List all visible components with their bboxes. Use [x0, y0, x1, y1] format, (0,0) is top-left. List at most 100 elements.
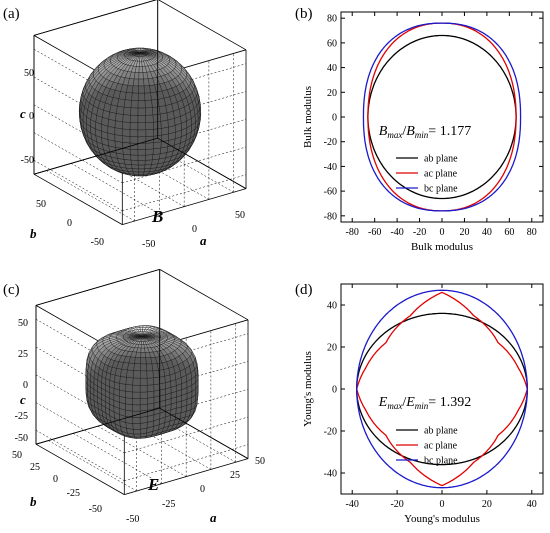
- surface-patch: [126, 391, 133, 398]
- surface-letter-b: B: [151, 207, 163, 226]
- surface-patch: [123, 148, 131, 155]
- y-tick: -50: [91, 237, 104, 248]
- surface-patch: [135, 357, 141, 364]
- surface-patch: [147, 391, 154, 398]
- surface-patch: [117, 99, 125, 107]
- surface-patch: [126, 370, 133, 378]
- y-tick: 50: [36, 199, 46, 210]
- surface-patch: [144, 86, 151, 94]
- panel-d-label: (d): [295, 282, 313, 298]
- surface-patch: [119, 383, 126, 391]
- surface-patch: [145, 165, 152, 169]
- surface-patch: [130, 149, 138, 155]
- surface-patch: [138, 165, 145, 169]
- surface-patch: [134, 364, 141, 371]
- surface-patch: [132, 93, 139, 101]
- panel-c: (c) c b a E 50 25 0 -25 -50 50 25 0 -25 …: [0, 264, 275, 528]
- box-front-edge: [160, 408, 248, 458]
- surface-patch: [152, 107, 160, 115]
- surface-patch: [153, 142, 161, 149]
- surface-patch: [130, 115, 138, 123]
- x-tick: 0: [192, 224, 197, 235]
- y-axis-title: Young's modulus: [302, 351, 314, 427]
- surface-patch: [126, 404, 133, 411]
- x-tick: 0: [200, 484, 205, 495]
- surface-patch: [131, 160, 138, 165]
- x-tick: -50: [142, 239, 155, 250]
- surface-patch: [138, 143, 146, 149]
- x-tick-label: 40: [482, 227, 492, 238]
- surface-patch: [147, 397, 154, 404]
- surface-patch: [126, 398, 133, 405]
- surface-patch: [138, 93, 145, 100]
- surface-patch: [133, 429, 140, 434]
- box-front-edge: [36, 269, 160, 305]
- surface-patch: [130, 123, 138, 130]
- surface-patch: [131, 100, 138, 108]
- surface-patch: [147, 385, 154, 392]
- y-axis-title: Bulk modulus: [302, 86, 314, 148]
- panel-c-label: (c): [3, 282, 20, 298]
- surface-patch: [139, 79, 144, 86]
- surface-patch: [147, 371, 154, 378]
- surface-patch: [122, 122, 130, 130]
- surface-patch: [114, 375, 120, 383]
- x-tick: -25: [162, 499, 175, 510]
- x-tick-label: 0: [440, 499, 445, 510]
- y-tick-label: 20: [327, 343, 337, 354]
- surface-patch: [140, 404, 147, 411]
- surface-patch: [138, 155, 146, 160]
- surface-patch: [136, 352, 141, 358]
- x-tick-label: 80: [527, 227, 537, 238]
- x-tick: 50: [235, 210, 245, 221]
- y-tick-label: -20: [324, 427, 337, 438]
- surface-patch: [133, 172, 139, 175]
- axis-title-a: a: [200, 233, 207, 248]
- surface-patch: [145, 93, 152, 101]
- surface-patch: [115, 128, 123, 136]
- surface-patch: [130, 137, 138, 144]
- x-tick: 25: [230, 470, 240, 481]
- axis-title-b: b: [30, 226, 37, 241]
- panel-b-label: (b): [295, 6, 313, 22]
- panel-a: (a) c b a B 50 0 -50 50 0 -50 50 0 -50: [0, 0, 275, 264]
- panel-a-svg: (a) c b a B 50 0 -50 50 0 -50 50 0 -50: [0, 0, 275, 264]
- x-tick: -50: [126, 514, 139, 525]
- x-tick-label: -40: [346, 499, 359, 510]
- x-tick-label: 40: [527, 499, 537, 510]
- legend-label: ac plane: [424, 169, 458, 180]
- grid-line: [36, 430, 124, 480]
- legend-label: bc plane: [424, 184, 458, 195]
- x-tick: 50: [255, 456, 265, 467]
- legend-label: ab plane: [424, 426, 458, 437]
- surface-patch: [146, 122, 154, 130]
- surface-patch: [138, 169, 144, 172]
- legend-label: bc plane: [424, 456, 458, 467]
- surface-patch: [133, 399, 140, 405]
- surface-patch: [139, 61, 142, 66]
- y-tick-label: 0: [332, 385, 337, 396]
- surface-patch: [140, 416, 147, 423]
- surface-patch: [139, 172, 144, 174]
- panel-c-svg: (c) c b a E 50 25 0 -25 -50 50 25 0 -25 …: [0, 264, 275, 528]
- panel-a-label: (a): [3, 6, 20, 22]
- surface-patch: [159, 106, 167, 115]
- surface-patch: [126, 377, 133, 385]
- grid-line: [48, 441, 136, 491]
- surface-patch: [153, 114, 161, 122]
- y-tick-label: -60: [324, 187, 337, 198]
- surface-patch: [133, 417, 140, 423]
- surface-patch: [134, 434, 141, 437]
- x-tick-label: 0: [440, 227, 445, 238]
- surface-e: [86, 326, 198, 439]
- surface-patch: [154, 384, 160, 391]
- ratio-text-d: Emax/Emin= 1.392: [378, 395, 471, 411]
- y-tick-label: 40: [327, 63, 337, 74]
- z-tick: -50: [21, 155, 34, 166]
- surface-patch: [135, 437, 141, 438]
- surface-patch: [141, 342, 143, 345]
- surface-patch: [145, 160, 152, 165]
- surface-patch: [126, 384, 133, 392]
- surface-patch: [138, 108, 146, 116]
